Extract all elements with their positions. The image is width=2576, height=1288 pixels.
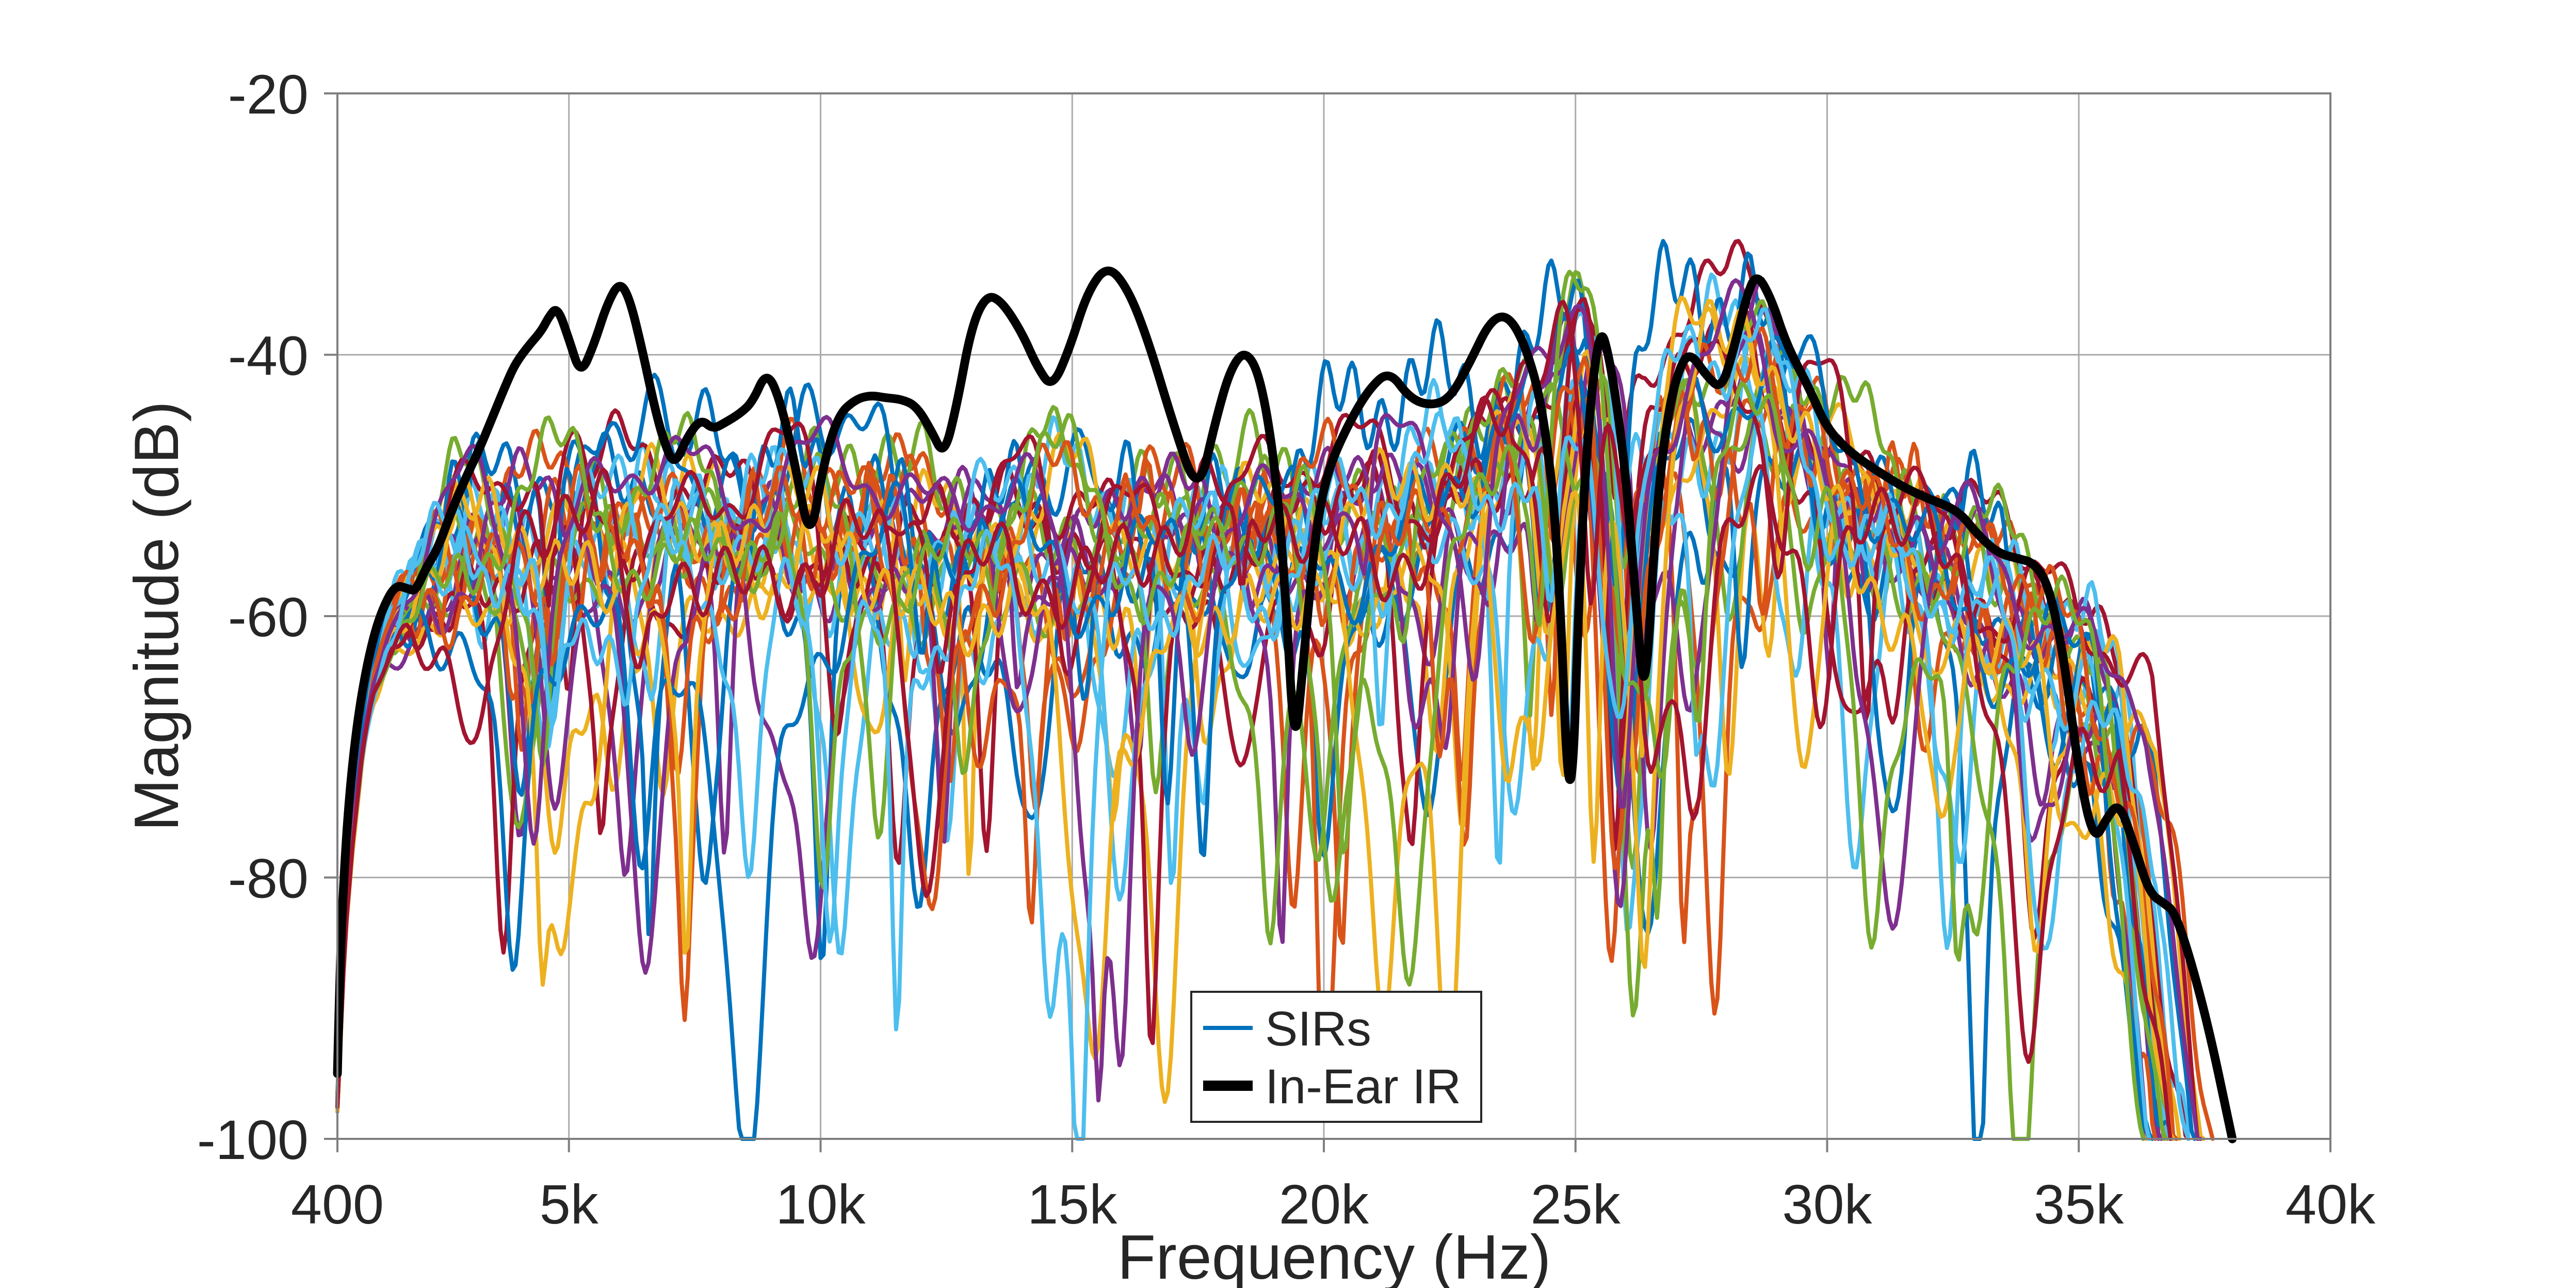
y-tick-labels: -20 -40 -60 -80 -100 bbox=[197, 63, 309, 1171]
y-tick-label: -80 bbox=[228, 847, 309, 909]
y-tick-label: -20 bbox=[228, 63, 309, 125]
legend: SIRs In-Ear IR bbox=[1190, 991, 1482, 1123]
x-tick-label: 400 bbox=[291, 1173, 384, 1235]
x-tick-label: 15k bbox=[1027, 1173, 1117, 1235]
x-tick-label: 10k bbox=[775, 1173, 866, 1235]
legend-label-in-ear-ir: In-Ear IR bbox=[1265, 1059, 1461, 1114]
y-tick-label: -40 bbox=[228, 324, 309, 387]
sir-curve bbox=[335, 278, 2203, 1141]
sir-curve bbox=[335, 311, 2154, 1141]
x-tick-label: 35k bbox=[2034, 1173, 2124, 1235]
in-ear-ir-path bbox=[333, 266, 2237, 1144]
sir-curve bbox=[335, 269, 2146, 1141]
sir-curve bbox=[335, 299, 2173, 1141]
in-ear-ir-curve bbox=[333, 266, 2237, 1144]
sir-curves bbox=[335, 239, 2215, 1141]
sir-curve bbox=[335, 334, 2146, 1141]
x-axis-label: Frequency (Hz) bbox=[1117, 1222, 1551, 1288]
legend-box bbox=[1190, 991, 1482, 1123]
sir-curve bbox=[335, 239, 2176, 1141]
y-tick-label: -100 bbox=[197, 1108, 309, 1171]
x-tick-label: 25k bbox=[1531, 1173, 1621, 1235]
x-tick-label: 20k bbox=[1279, 1173, 1369, 1235]
x-tick-labels: 400 5k 10k 15k 20k 25k 30k 35k 40k bbox=[291, 1173, 2376, 1235]
legend-label-sirs: SIRs bbox=[1265, 1002, 1371, 1056]
x-tick-label: 5k bbox=[540, 1173, 599, 1235]
x-tick-label: 30k bbox=[1782, 1173, 1872, 1235]
sir-curve bbox=[335, 326, 2179, 1141]
y-axis-label: Magnitude (dB) bbox=[121, 401, 191, 831]
axis-ticks bbox=[324, 92, 2331, 1152]
sir-curve bbox=[335, 307, 2191, 1141]
sir-curve bbox=[335, 295, 2182, 1141]
x-tick-label: 40k bbox=[2286, 1173, 2376, 1235]
sir-curve bbox=[335, 354, 2206, 1141]
y-tick-label: -60 bbox=[228, 586, 309, 648]
